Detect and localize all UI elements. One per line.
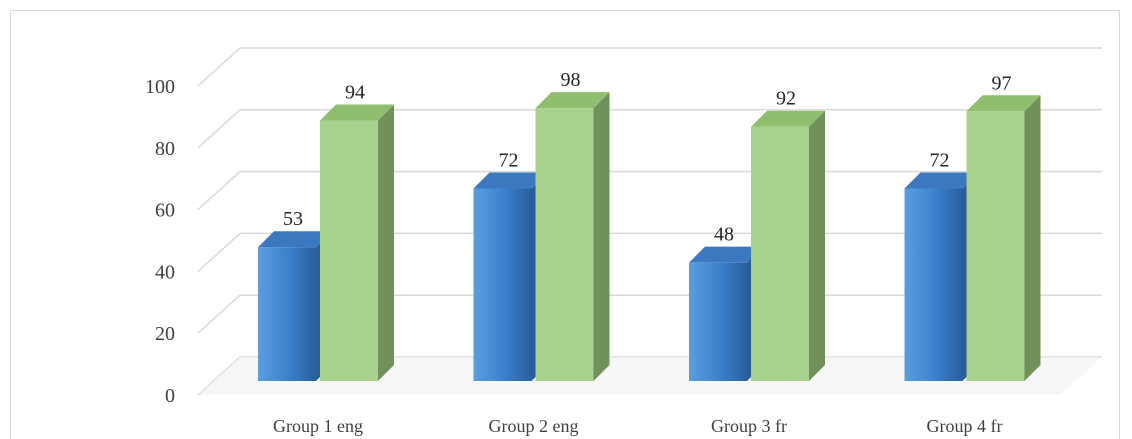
y-tick-label: 60 bbox=[155, 200, 175, 222]
bar-side bbox=[809, 110, 825, 381]
bars bbox=[258, 92, 1041, 382]
bar-side bbox=[593, 92, 610, 382]
bar-top bbox=[320, 104, 394, 121]
bar bbox=[966, 111, 1025, 382]
data-label: 92 bbox=[776, 88, 796, 110]
bar bbox=[689, 262, 747, 381]
gridline-depth bbox=[197, 109, 241, 149]
bar-top bbox=[535, 92, 610, 109]
chart-floor bbox=[198, 357, 1102, 395]
bar-top bbox=[904, 172, 979, 189]
bar-top bbox=[689, 246, 763, 263]
x-tick-label: Group 1 eng bbox=[273, 416, 363, 436]
bar bbox=[258, 247, 316, 381]
data-label: 94 bbox=[345, 82, 365, 104]
gridline-depth bbox=[197, 232, 241, 272]
bar bbox=[904, 188, 963, 381]
x-tick-label: Group 4 fr bbox=[927, 416, 1003, 436]
bar bbox=[535, 108, 594, 382]
bar bbox=[473, 188, 532, 381]
data-label: 53 bbox=[283, 208, 303, 230]
y-tick-label: 20 bbox=[155, 323, 175, 345]
data-label: 72 bbox=[930, 150, 950, 172]
bar-side bbox=[1024, 95, 1041, 382]
bar-top bbox=[473, 172, 548, 189]
bar bbox=[751, 126, 809, 381]
data-label: 48 bbox=[714, 224, 734, 246]
y-tick-label: 80 bbox=[155, 138, 175, 160]
gridline-depth bbox=[197, 171, 241, 211]
data-label: 98 bbox=[561, 69, 581, 91]
y-tick-label: 0 bbox=[165, 385, 175, 407]
bar bbox=[320, 120, 378, 381]
y-tick-label: 40 bbox=[155, 261, 175, 283]
bar-top bbox=[751, 110, 825, 127]
gridline-depth bbox=[197, 47, 241, 87]
bar-top bbox=[966, 95, 1041, 112]
x-tick-label: Group 2 eng bbox=[489, 416, 579, 436]
y-tick-label: 100 bbox=[145, 76, 175, 98]
data-label: 72 bbox=[499, 150, 519, 172]
data-label: 97 bbox=[992, 72, 1012, 94]
gridline-depth bbox=[197, 294, 241, 334]
x-tick-label: Group 3 fr bbox=[711, 416, 787, 436]
bar-side bbox=[378, 104, 394, 381]
bar-top bbox=[258, 231, 332, 248]
labels: 0 20 40 60 80 100 53 94 Group 1 eng 72 98 Group 2 e… bbox=[145, 69, 1012, 436]
